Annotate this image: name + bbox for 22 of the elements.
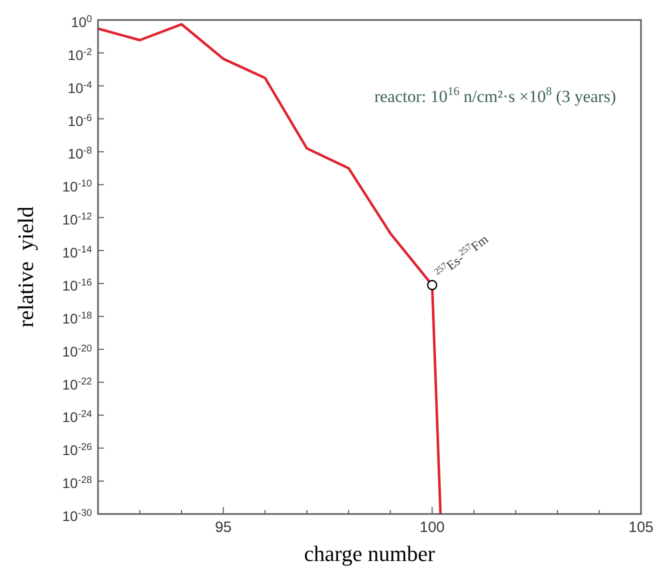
x-axis-title: charge number bbox=[304, 541, 436, 566]
x-tick-label: 95 bbox=[214, 519, 232, 536]
y-tick-label: 10$^{-28}$ bbox=[62, 474, 93, 492]
y-tick-label: 10$^{-18}$ bbox=[62, 310, 93, 326]
y-tick-label: 10$^{-2}$ bbox=[68, 46, 92, 63]
y-tick-label: 10$^{-20}$ bbox=[62, 342, 93, 360]
y-axis-title: relative yield bbox=[13, 206, 38, 328]
y-tick-label: 10$^{0}$ bbox=[70, 14, 93, 30]
y-tick-label: 10$^{-4}$ bbox=[68, 79, 93, 96]
y-tick-label: 10$^{-12}$ bbox=[62, 211, 92, 228]
y-tick-label: 10$^{-22}$ bbox=[62, 376, 92, 392]
y-tick-label: 10$^{-14}$ bbox=[62, 244, 93, 261]
y-tick-label: 10$^{-6}$ bbox=[68, 112, 93, 129]
y-tick-label: 10$^{-10}$ bbox=[62, 178, 93, 195]
y-tick-label: 10$^{-16}$ bbox=[62, 276, 93, 294]
y-tick-label: 10$^{-8}$ bbox=[68, 145, 93, 162]
y-tick-label: 10$^{-26}$ bbox=[62, 442, 93, 458]
annotation: reactor: 10$^{16}$ n/cm²·s ×10$^{8}$ (3 years) bbox=[374, 84, 616, 106]
y-tick-label: 10$^{-30}$ bbox=[62, 508, 93, 524]
y-tick-label: 10$^{-24}$ bbox=[62, 408, 93, 426]
x-tick-label: 100 bbox=[420, 519, 445, 536]
x-tick-label: 105 bbox=[628, 519, 654, 536]
